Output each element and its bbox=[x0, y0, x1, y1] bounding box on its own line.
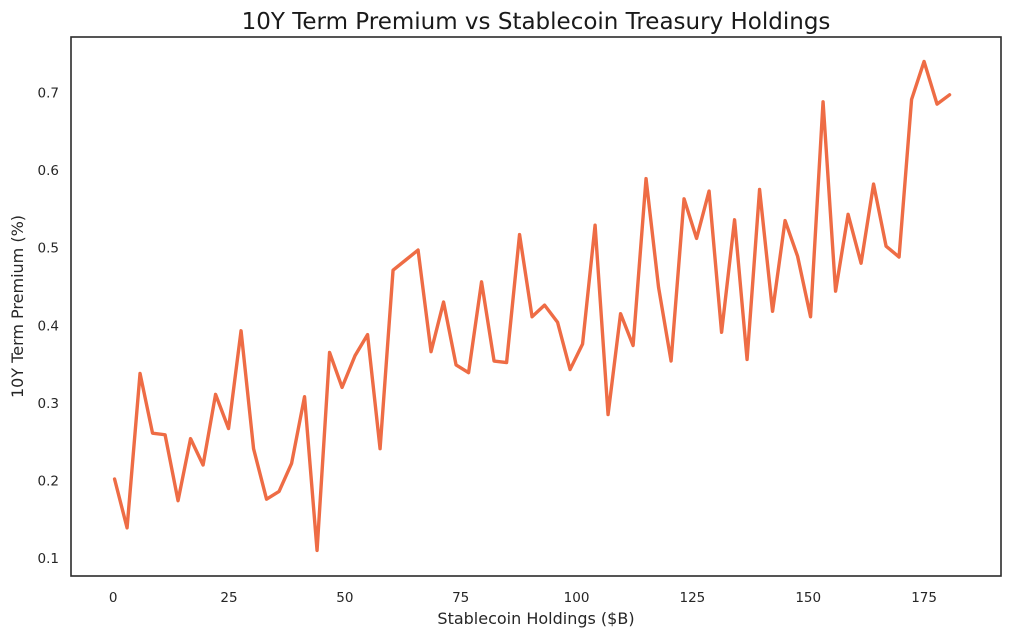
x-tick-label: 150 bbox=[795, 590, 821, 606]
x-tick-label: 50 bbox=[336, 590, 353, 606]
term-premium-line bbox=[112, 59, 952, 553]
x-axis-label: Stablecoin Holdings ($B) bbox=[437, 609, 634, 628]
x-tick-label: 100 bbox=[564, 590, 590, 606]
y-axis-ticks: 0.1 0.2 0.3 0.4 0.5 0.6 0.7 bbox=[38, 85, 59, 567]
y-tick-label: 0.7 bbox=[38, 85, 59, 101]
y-tick-label: 0.5 bbox=[38, 241, 59, 257]
x-tick-label: 175 bbox=[911, 590, 937, 606]
y-tick-label: 0.6 bbox=[38, 163, 59, 179]
y-tick-label: 0.4 bbox=[38, 318, 59, 334]
y-axis-label: 10Y Term Premium (%) bbox=[8, 215, 27, 398]
y-tick-label: 0.3 bbox=[38, 396, 59, 412]
y-tick-label: 0.2 bbox=[38, 474, 59, 490]
x-tick-label: 0 bbox=[109, 590, 118, 606]
x-tick-label: 125 bbox=[679, 590, 705, 606]
x-tick-label: 25 bbox=[220, 590, 237, 606]
chart-title: 10Y Term Premium vs Stablecoin Treasury … bbox=[242, 9, 831, 35]
y-tick-label: 0.1 bbox=[38, 551, 59, 567]
x-tick-label: 75 bbox=[452, 590, 469, 606]
plot-area-frame bbox=[70, 36, 1002, 577]
x-axis-ticks: 0 25 50 75 100 125 150 175 bbox=[109, 590, 937, 606]
